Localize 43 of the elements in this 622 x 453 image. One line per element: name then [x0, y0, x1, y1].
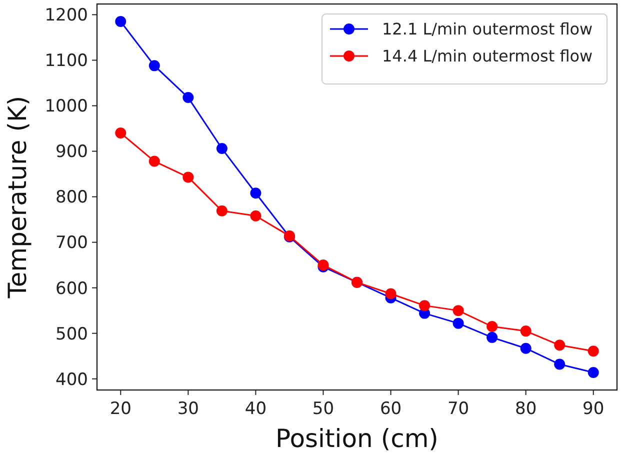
- x-tick-label: 90: [582, 399, 604, 419]
- x-tick-label: 20: [110, 399, 132, 419]
- point: [385, 288, 396, 300]
- point: [452, 318, 464, 329]
- y-axis-title: Temperature (K): [3, 96, 32, 300]
- point: [520, 342, 532, 354]
- y-tick-label: 1200: [44, 6, 88, 26]
- x-tick-label: 60: [380, 399, 402, 419]
- x-tick-label: 70: [447, 399, 470, 419]
- y-tick-label: 1000: [44, 96, 88, 117]
- point: [554, 340, 566, 351]
- point: [115, 16, 126, 28]
- point: [250, 188, 262, 199]
- point: [588, 346, 599, 357]
- point: [148, 156, 160, 167]
- point: [182, 92, 194, 104]
- point: [216, 205, 228, 216]
- y-tick-label: 500: [56, 324, 88, 344]
- point: [182, 172, 194, 183]
- point: [419, 300, 430, 312]
- y-tick-label: 800: [56, 188, 88, 208]
- x-tick-label: 40: [244, 399, 267, 419]
- y-tick-label: 400: [56, 370, 88, 390]
- x-axis-title: Position (cm): [276, 424, 438, 453]
- point: [520, 326, 532, 337]
- point: [148, 60, 160, 72]
- point: [115, 128, 126, 139]
- legend-label: 12.1 L/min outermost flow: [382, 20, 593, 39]
- x-tick-label: 30: [177, 399, 199, 419]
- y-tick-label: 700: [56, 233, 88, 254]
- point: [486, 332, 498, 343]
- y-tick-label: 1100: [44, 51, 88, 72]
- point: [452, 305, 464, 316]
- point: [554, 358, 566, 370]
- point: [486, 321, 498, 332]
- y-tick-label: 900: [56, 142, 88, 162]
- point: [250, 210, 262, 222]
- point: [216, 143, 228, 154]
- x-tick-label: 80: [515, 399, 537, 419]
- point: [588, 366, 599, 378]
- x-tick-label: 50: [312, 399, 334, 419]
- legend-label: 14.4 L/min outermost flow: [382, 46, 593, 66]
- y-tick-label: 600: [56, 278, 88, 299]
